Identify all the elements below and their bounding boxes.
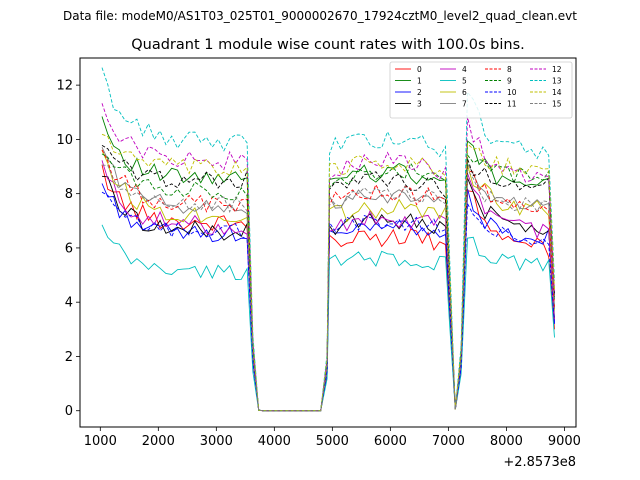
y-tick-label: 10: [56, 133, 73, 148]
series-line-15: [101, 164, 555, 412]
series-line-14: [101, 133, 555, 412]
x-tick-label: 1000: [84, 434, 117, 449]
series-line-12: [101, 103, 555, 412]
legend-label-10: 10: [507, 88, 517, 97]
y-tick-label: 0: [65, 404, 73, 419]
series-line-8: [101, 149, 555, 412]
x-tick-label: 5000: [316, 434, 349, 449]
x-tick-label: 2000: [142, 434, 175, 449]
legend-label-5: 5: [462, 77, 467, 86]
chart-title: Quadrant 1 module wise count rates with …: [131, 37, 525, 53]
x-tick-label: 8000: [490, 434, 523, 449]
plot-area: [79, 57, 577, 428]
x-offset-label: +2.8573e8: [503, 455, 576, 470]
x-axis: 1000 2000 3000 4000 5000 6000 7000 8000 9000: [84, 427, 581, 449]
legend-label-9: 9: [507, 77, 512, 86]
legend-label-14: 14: [552, 88, 562, 97]
legend-box: [389, 61, 573, 119]
y-tick-label: 2: [65, 350, 73, 365]
series-group: [101, 67, 555, 412]
plot-frame: [79, 57, 577, 428]
legend-label-11: 11: [507, 100, 517, 109]
x-tick-label: 4000: [258, 434, 291, 449]
legend-label-2: 2: [417, 88, 422, 97]
x-tick-label: 7000: [432, 434, 465, 449]
legend-label-6: 6: [462, 88, 467, 97]
legend-label-3: 3: [417, 100, 422, 109]
y-tick-label: 8: [65, 187, 73, 202]
suptitle: Data file: modeM0/AS1T03_025T01_90000026…: [63, 9, 577, 23]
y-axis: 0 2 4 6 8 10 12: [56, 79, 80, 419]
x-tick-label: 6000: [374, 434, 407, 449]
y-tick-label: 6: [65, 241, 73, 256]
y-tick-label: 4: [65, 296, 73, 311]
x-tick-label: 3000: [200, 434, 233, 449]
x-tick-label: 9000: [548, 434, 581, 449]
legend-label-7: 7: [462, 100, 467, 109]
legend-label-4: 4: [462, 65, 467, 74]
legend-label-15: 15: [552, 100, 562, 109]
y-tick-label: 12: [56, 79, 73, 94]
legend-label-0: 0: [417, 65, 422, 74]
legend-label-13: 13: [552, 77, 562, 86]
legend-label-1: 1: [417, 77, 422, 86]
legend-label-12: 12: [552, 65, 562, 74]
legend-label-8: 8: [507, 65, 512, 74]
